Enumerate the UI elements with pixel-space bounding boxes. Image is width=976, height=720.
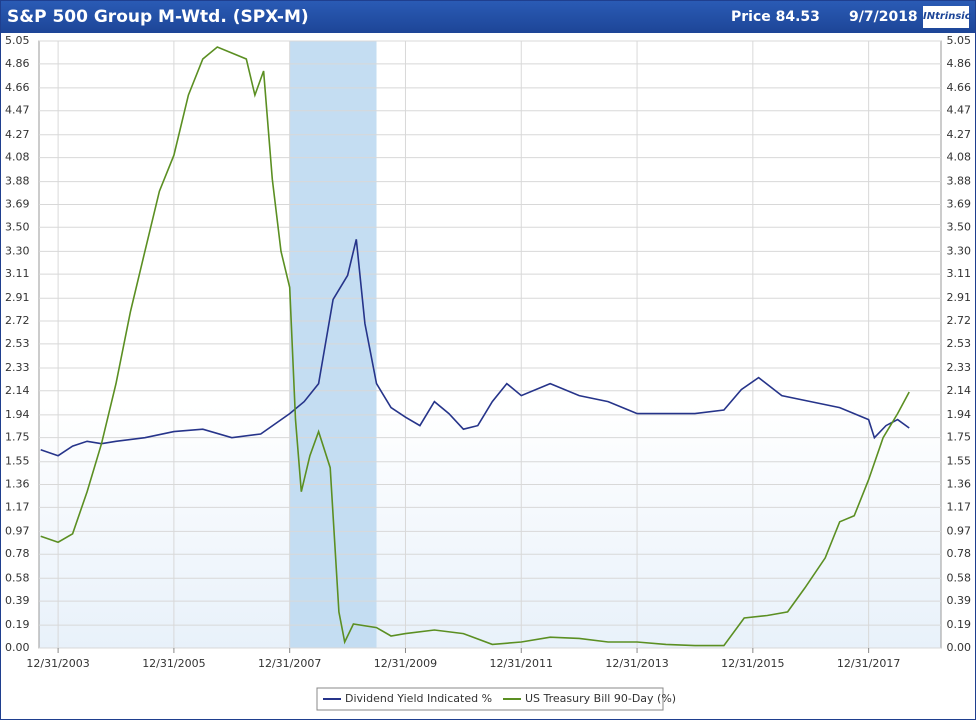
y2-tick-label: 4.27 [947,128,972,141]
y2-tick-label: 0.97 [947,524,972,537]
y-tick-label: 3.30 [5,244,30,257]
x-tick-label: 12/31/2007 [258,657,321,670]
x-tick-label: 12/31/2017 [837,657,900,670]
y-tick-label: 3.88 [5,175,30,188]
y2-tick-label: 3.69 [947,197,972,210]
y-tick-label: 0.00 [5,641,30,654]
y-tick-label: 5.05 [5,34,30,47]
y2-tick-label: 2.33 [947,361,972,374]
y-tick-label: 2.53 [5,337,30,350]
y2-tick-label: 3.50 [947,220,972,233]
y-tick-label: 4.66 [5,81,30,94]
y-tick-label: 1.94 [5,408,30,421]
y-tick-label: 4.47 [5,104,30,117]
date: 9/7/2018 [849,9,918,25]
y2-tick-label: 1.75 [947,431,972,444]
header-bar: S&P 500 Group M-Wtd. (SPX-M) Price 84.53… [1,1,975,33]
y-tick-label: 0.39 [5,594,30,607]
y-tick-label: 3.69 [5,197,30,210]
y2-tick-label: 3.30 [947,244,972,257]
y2-tick-label: 1.17 [947,500,972,513]
y2-tick-label: 3.88 [947,175,972,188]
y-tick-label: 2.91 [5,291,30,304]
y2-tick-label: 4.47 [947,104,972,117]
y-tick-label: 0.58 [5,571,30,584]
y-tick-label: 0.19 [5,618,30,631]
y2-tick-label: 0.19 [947,618,972,631]
y2-tick-label: 2.91 [947,291,972,304]
logo: INtrinsic [923,6,971,28]
x-tick-label: 12/31/2003 [26,657,89,670]
price: Price 84.53 [731,9,820,25]
y-tick-label: 4.86 [5,57,30,70]
y2-tick-label: 1.94 [947,408,972,421]
plot-area [38,40,942,649]
x-tick-label: 12/31/2009 [374,657,437,670]
y-tick-label: 2.33 [5,361,30,374]
x-tick-label: 12/31/2005 [142,657,205,670]
shaded-region [289,41,377,648]
series-line [40,46,910,647]
y2-tick-label: 2.53 [947,337,972,350]
y-tick-label: 2.14 [5,384,30,397]
series-line [40,239,910,457]
x-tick-label: 12/31/2013 [605,657,668,670]
y-tick-label: 3.11 [5,267,30,280]
y2-tick-label: 4.08 [947,151,972,164]
y2-tick-label: 2.72 [947,314,972,327]
x-tick-label: 12/31/2011 [490,657,553,670]
y2-tick-label: 0.00 [947,641,972,654]
y2-tick-label: 4.66 [947,81,972,94]
y2-tick-label: 0.78 [947,547,972,560]
y-tick-label: 1.75 [5,431,30,444]
y2-tick-label: 1.36 [947,478,972,491]
y2-tick-label: 4.86 [947,57,972,70]
y-tick-label: 0.97 [5,524,30,537]
y2-tick-label: 0.58 [947,571,972,584]
y2-tick-label: 5.05 [947,34,972,47]
y2-tick-label: 1.55 [947,455,972,468]
y-tick-label: 0.78 [5,547,30,560]
y-tick-label: 1.36 [5,478,30,491]
y-tick-label: 1.17 [5,500,30,513]
x-tick-label: 12/31/2015 [721,657,784,670]
legend-label: Dividend Yield Indicated % [345,692,492,705]
y2-tick-label: 3.11 [947,267,972,280]
y-tick-label: 4.27 [5,128,30,141]
y2-tick-label: 0.39 [947,594,972,607]
y-tick-label: 2.72 [5,314,30,327]
y-tick-label: 4.08 [5,151,30,164]
y-tick-label: 3.50 [5,220,30,233]
title: S&P 500 Group M-Wtd. (SPX-M) [7,7,309,27]
legend-box [316,687,664,711]
legend-label: US Treasury Bill 90-Day (%) [525,692,676,705]
y-tick-label: 1.55 [5,455,30,468]
y2-tick-label: 2.14 [947,384,972,397]
